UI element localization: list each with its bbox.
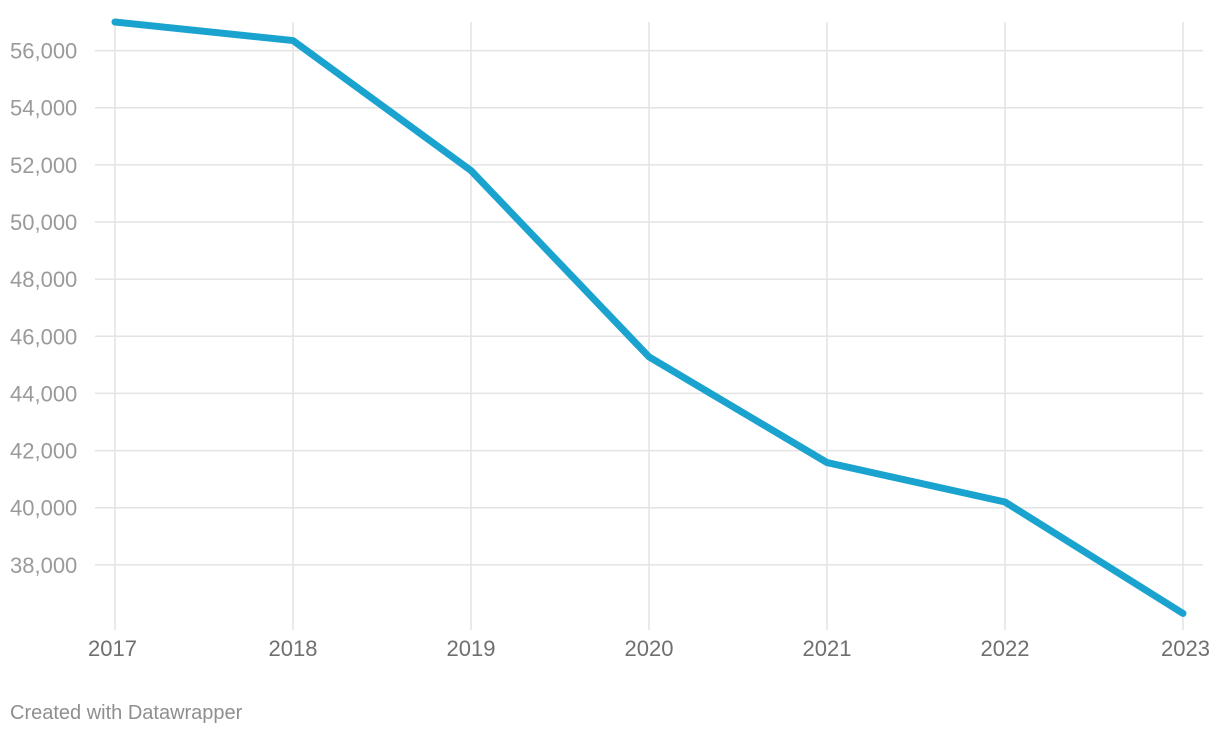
x-tick-label: 2020 [625,636,674,661]
y-tick-label: 54,000 [10,96,77,121]
x-tick-label: 2019 [447,636,496,661]
x-tick-label: 2017 [88,636,137,661]
y-tick-label: 48,000 [10,267,77,292]
y-axis-tick-labels: 38,000 40,000 42,000 44,000 46,000 48,000 50,0… [10,39,77,578]
x-axis-tick-labels: 2017 2018 2019 2020 2021 2022 2023 [88,636,1210,661]
vertical-gridlines [114,22,1184,630]
y-tick-label: 38,000 [10,553,77,578]
x-tick-label: 2018 [269,636,318,661]
line-chart: 38,000 40,000 42,000 44,000 46,000 48,000 50,0… [10,18,1210,661]
y-tick-label: 56,000 [10,39,77,64]
datawrapper-credit: Created with Datawrapper [10,702,243,724]
y-tick-label: 46,000 [10,324,77,349]
x-tick-label: 2023 [1161,636,1210,661]
y-tick-label: 42,000 [10,439,77,464]
x-tick-label: 2022 [981,636,1030,661]
x-tick-label: 2021 [803,636,852,661]
y-tick-label: 44,000 [10,381,77,406]
y-tick-label: 52,000 [10,153,77,178]
series-group [111,18,1187,617]
y-tick-label: 50,000 [10,210,77,235]
y-tick-label: 40,000 [10,496,77,521]
